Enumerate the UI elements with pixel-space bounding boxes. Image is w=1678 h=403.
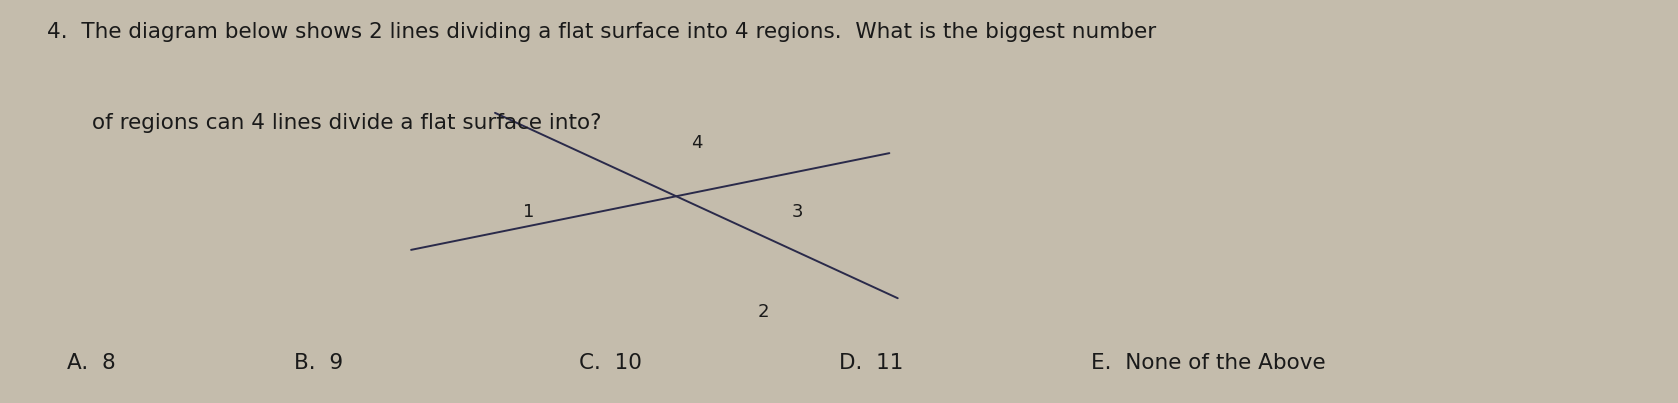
Text: C.  10: C. 10	[579, 353, 641, 373]
Text: 2: 2	[758, 303, 769, 321]
Text: 4: 4	[691, 134, 701, 152]
Text: 3: 3	[792, 203, 802, 220]
Text: B.  9: B. 9	[294, 353, 342, 373]
Text: of regions can 4 lines divide a flat surface into?: of regions can 4 lines divide a flat sur…	[92, 113, 602, 133]
Text: 4.  The diagram below shows 2 lines dividing a flat surface into 4 regions.  Wha: 4. The diagram below shows 2 lines divid…	[47, 22, 1156, 42]
Text: A.  8: A. 8	[67, 353, 116, 373]
Text: 1: 1	[524, 203, 534, 220]
Text: E.  None of the Above: E. None of the Above	[1091, 353, 1326, 373]
Text: D.  11: D. 11	[839, 353, 903, 373]
